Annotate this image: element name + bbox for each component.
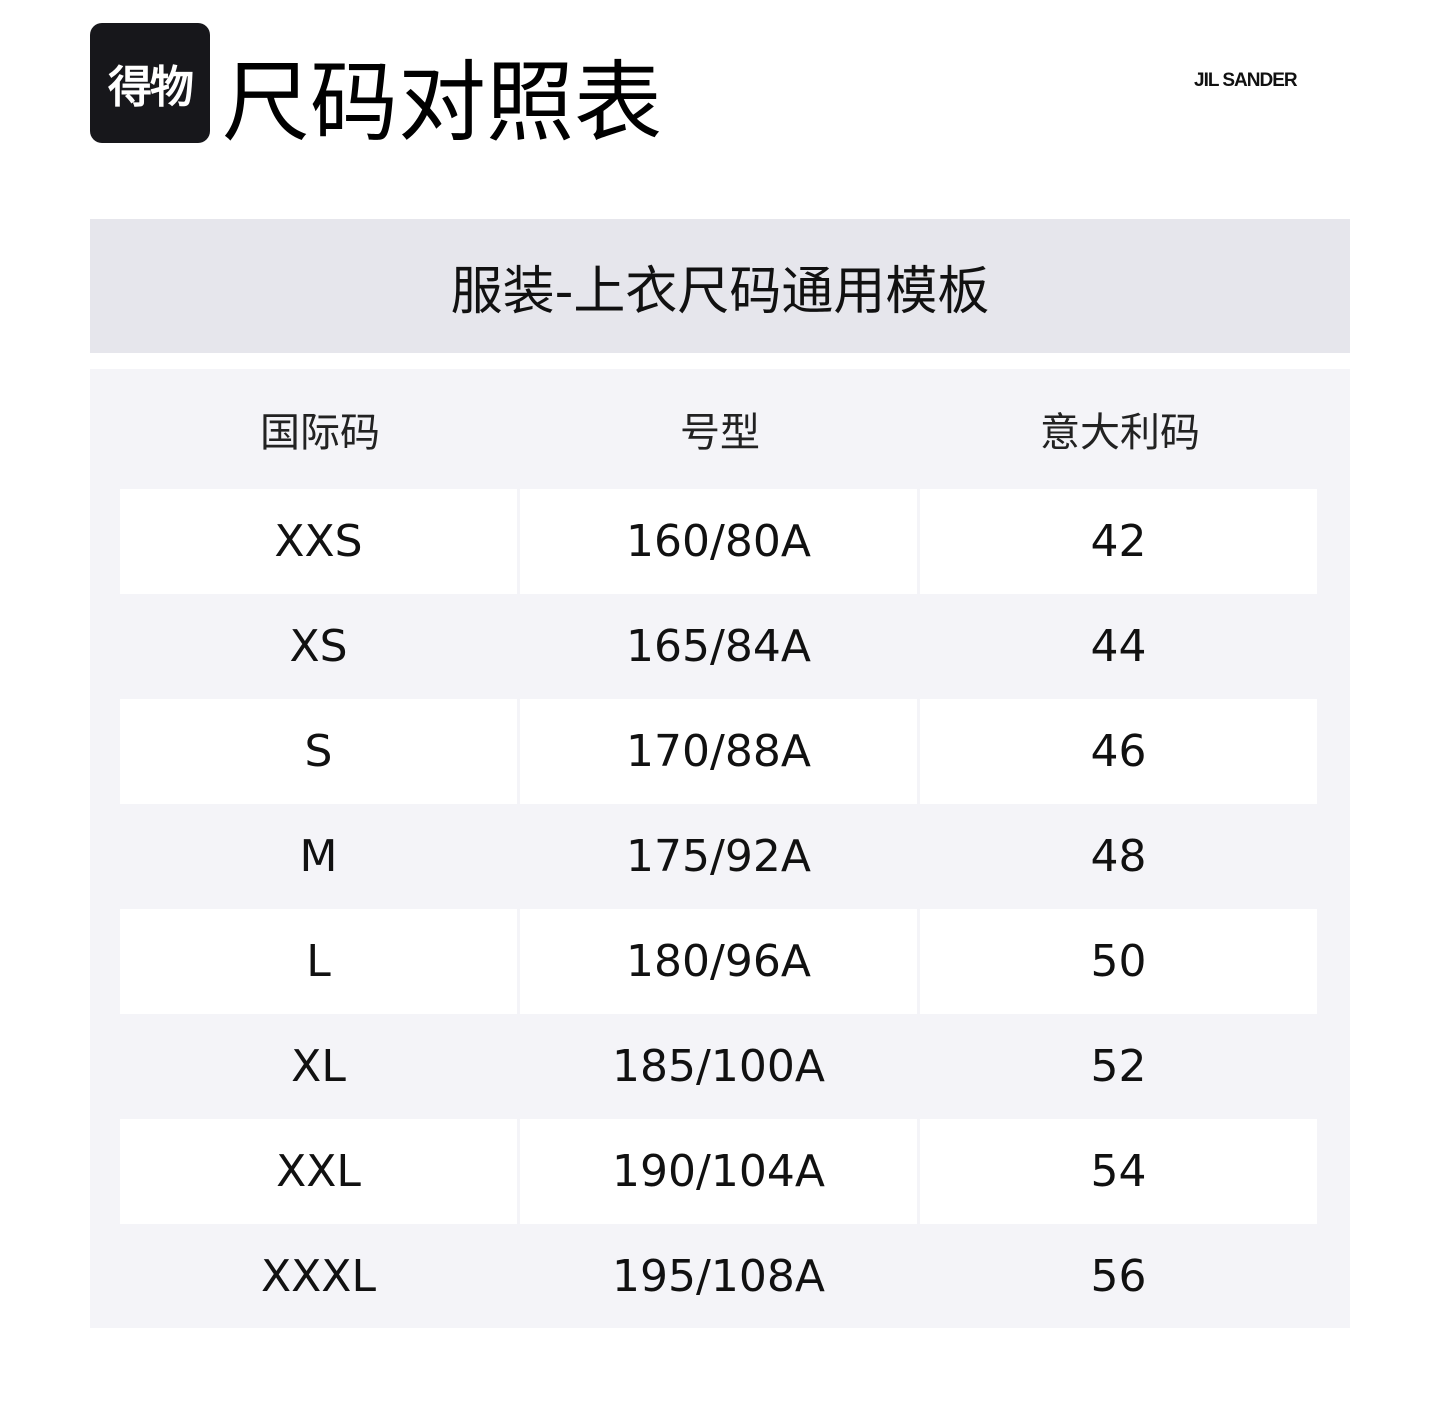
table-row: XXXL 195/108A 56: [120, 1224, 1317, 1329]
table-cell: XXL: [120, 1119, 517, 1224]
table-cell: XS: [289, 621, 348, 672]
table-row: XL 185/100A 52: [120, 1014, 1317, 1119]
table-row: L 180/96A 50: [120, 909, 1317, 1014]
column-header: 号型: [680, 410, 760, 456]
table-cell: 185/100A: [612, 1041, 825, 1092]
table-cell: 46: [920, 699, 1317, 804]
table-cell: XXS: [120, 489, 517, 594]
column-header: 国际码: [260, 410, 380, 456]
table-cell: 44: [1090, 621, 1147, 672]
table-cell: 195/108A: [612, 1251, 825, 1302]
section-title: 服装-上衣尺码通用模板: [90, 219, 1350, 353]
table-row: S 170/88A 46: [120, 699, 1317, 804]
page-title: 尺码对照表: [222, 51, 663, 154]
table-cell: 52: [1090, 1041, 1147, 1092]
table-cell: M: [299, 831, 338, 882]
table-cell: 165/84A: [626, 621, 811, 672]
table-cell: 175/92A: [626, 831, 811, 882]
table-cell: 56: [1090, 1251, 1147, 1302]
table-row: XXL 190/104A 54: [120, 1119, 1317, 1224]
table-cell: 160/80A: [520, 489, 917, 594]
size-table: 国际码 号型 意大利码 XXS 160/80A 42 XS 165/84A 44 S 170/…: [90, 369, 1350, 1328]
table-cell: L: [120, 909, 517, 1014]
table-cell: 48: [1090, 831, 1147, 882]
table-cell: 42: [920, 489, 1317, 594]
table-row: XS 165/84A 44: [120, 594, 1317, 699]
table-cell: 170/88A: [520, 699, 917, 804]
column-header: 意大利码: [1040, 410, 1200, 456]
dewu-logo: 得物: [90, 23, 210, 143]
table-cell: 50: [920, 909, 1317, 1014]
logo-text: 得物: [108, 62, 194, 113]
table-cell: 54: [920, 1119, 1317, 1224]
brand-logo: JIL SANDER: [1194, 70, 1298, 91]
table-cell: 180/96A: [520, 909, 917, 1014]
table-cell: S: [120, 699, 517, 804]
table-row: M 175/92A 48: [120, 804, 1317, 909]
table-row: XXS 160/80A 42: [120, 489, 1317, 594]
table-cell: XXXL: [261, 1251, 376, 1302]
table-cell: 190/104A: [520, 1119, 917, 1224]
table-cell: XL: [291, 1041, 346, 1092]
